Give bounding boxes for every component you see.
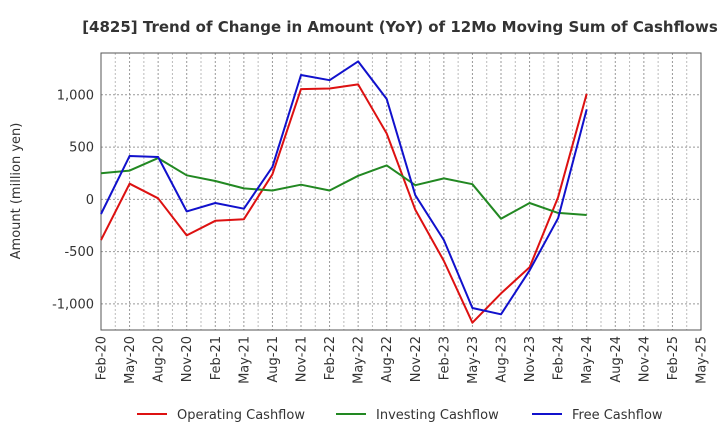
plot-border (100, 52, 702, 331)
x-tick-label: Aug-23 (495, 336, 510, 383)
legend-label: Investing Cashflow (376, 408, 499, 423)
x-tick-label: Feb-20 (95, 336, 110, 380)
x-tick-label: Feb-25 (666, 336, 681, 380)
plot-area (101, 53, 701, 330)
x-tick-label: May-21 (237, 336, 252, 384)
series-line-free-cashflow (100, 60, 588, 316)
x-tick-label: Nov-22 (409, 336, 424, 382)
y-tick-label: 0 (86, 193, 94, 208)
x-tick-label: May-20 (123, 336, 138, 384)
x-tick-label: Nov-23 (523, 336, 538, 382)
x-tick-label: Aug-21 (266, 336, 281, 383)
series-lines (100, 60, 588, 324)
legend-label: Operating Cashflow (177, 408, 305, 423)
plot-background (101, 53, 701, 330)
x-tick-label: Aug-22 (380, 336, 395, 383)
x-tick-label: Nov-24 (637, 336, 652, 382)
x-tick-label: Aug-20 (152, 336, 167, 383)
x-tick-label: Feb-24 (552, 336, 567, 380)
y-tick-label: 1,000 (57, 88, 94, 103)
legend: Operating Cashflow Investing Cashflow Free… (137, 408, 663, 423)
series-line-investing-cashflow (100, 157, 587, 220)
y-tick-label: -500 (64, 245, 94, 260)
legend-label: Free Cashflow (572, 408, 663, 423)
x-axis: Feb-20 May-20 Aug-20 Nov-20 Feb-21 May-21 Aug-… (95, 336, 710, 384)
x-tick-label: Feb-21 (209, 336, 224, 380)
x-tick-label: Feb-22 (323, 336, 338, 380)
x-tick-label: Aug-24 (609, 336, 624, 383)
y-tick-label: 500 (69, 141, 94, 156)
x-tick-label: Nov-20 (180, 336, 195, 382)
x-tick-label: Feb-23 (437, 336, 452, 380)
x-tick-label: May-24 (580, 336, 595, 384)
chart-title: [4825] Trend of Change in Amount (YoY) o… (82, 18, 718, 36)
x-tick-label: Nov-21 (295, 336, 310, 382)
x-tick-label: May-23 (466, 336, 481, 384)
x-tick-label: May-25 (695, 336, 710, 384)
x-tick-label: May-22 (352, 336, 367, 384)
series-line-operating-cashflow (100, 83, 588, 324)
y-axis: -1,000 -500 0 500 1,000 (52, 88, 94, 312)
y-tick-label: -1,000 (52, 297, 94, 312)
y-axis-label: Amount (million yen) (9, 123, 24, 260)
